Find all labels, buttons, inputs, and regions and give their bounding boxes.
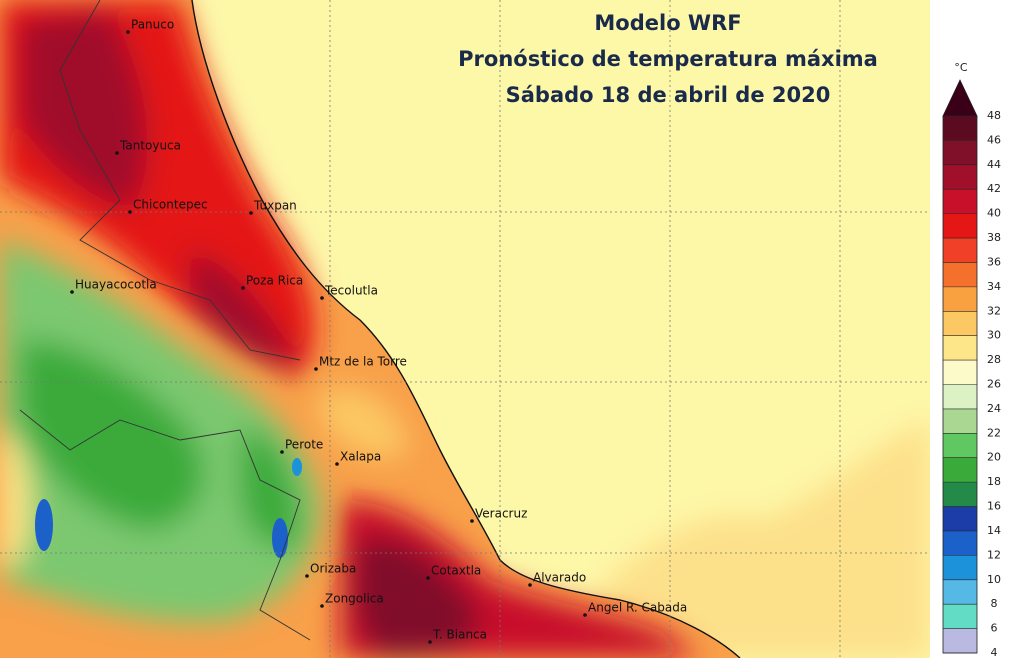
colorbar-tick-label: 26 (987, 378, 1001, 391)
colorbar-unit: °C (954, 61, 968, 74)
title-line: Sábado 18 de abril de 2020 (506, 83, 831, 107)
place-label: Perote (285, 438, 323, 452)
colorbar-tick-label: 12 (987, 548, 1001, 561)
colorbar-band (943, 311, 977, 336)
colorbar-band (943, 530, 977, 556)
colorbar-band (943, 189, 977, 214)
place-dot (583, 613, 587, 617)
colorbar-band (943, 262, 977, 287)
cold-spot (292, 458, 302, 476)
colorbar-tick-label: 20 (987, 451, 1001, 464)
place-dot (280, 450, 284, 454)
place-dot (335, 462, 339, 466)
place-dot (426, 576, 430, 580)
colorbar-band (943, 604, 977, 629)
colorbar-band (943, 457, 977, 483)
place-label: Veracruz (475, 507, 527, 521)
colorbar-band (943, 506, 977, 531)
colorbar-tick-label: 14 (987, 524, 1001, 537)
place-label: Tuxpan (253, 199, 297, 213)
place-dot (70, 290, 74, 294)
colorbar-band (943, 482, 977, 507)
colorbar-band (943, 238, 977, 263)
colorbar-tick-label: 40 (987, 207, 1001, 220)
coastline (191, 0, 741, 658)
offshore-warm (560, 420, 930, 658)
colorbar-band (943, 433, 977, 458)
colorbar-tick-label: 8 (991, 597, 998, 610)
state-borders (19, 0, 311, 641)
colorbar-tick-label: 44 (987, 158, 1001, 171)
colorbar-tick-label: 48 (987, 109, 1001, 122)
colorbar-tick-label: 28 (987, 353, 1001, 366)
place-label: T. Bianca (432, 628, 487, 642)
colorbar-tick-label: 32 (987, 304, 1001, 317)
place-dot (314, 367, 318, 371)
place-label: Huayacocotla (75, 278, 157, 292)
colorbar-tick-label: 16 (987, 500, 1001, 513)
colorbar-tick-label: 4 (991, 646, 998, 658)
place-label: Mtz de la Torre (319, 355, 407, 369)
colorbar-tick-label: 24 (987, 402, 1001, 415)
colorbar-tick-label: 46 (987, 133, 1001, 146)
graticule (0, 0, 930, 658)
place-dot (305, 574, 309, 578)
place-label: Angel R. Cabada (588, 601, 687, 615)
place-label: Cotaxtla (431, 564, 481, 578)
title-line: Pronóstico de temperatura máxima (458, 47, 878, 71)
place-dot (528, 583, 532, 587)
map: Panuco Tantoyuca Chicontepec Tuxpan Huayacoc… (0, 0, 930, 658)
place-dot (320, 604, 324, 608)
colorbar-tick-label: 10 (987, 573, 1001, 586)
place-dot (241, 286, 245, 290)
cold-spot (35, 499, 53, 551)
colorbar-tick-label: 18 (987, 475, 1001, 488)
place-label: Poza Rica (246, 274, 303, 288)
places: Panuco Tantoyuca Chicontepec Tuxpan Huayacoc… (70, 18, 687, 644)
place-dot (115, 151, 119, 155)
title-line: Modelo WRF (594, 11, 741, 35)
place-label: Chicontepec (133, 198, 208, 212)
colorbar-band (943, 408, 977, 434)
temperature-field (0, 0, 700, 658)
colorbar-band (943, 140, 977, 165)
colorbar-band (943, 579, 977, 605)
colorbar-tick-label: 38 (987, 231, 1001, 244)
place-label: Zongolica (325, 592, 384, 606)
colorbar-band (943, 628, 977, 653)
colorbar-band (943, 286, 977, 312)
place-dot (470, 519, 474, 523)
place-dot (126, 30, 130, 34)
colorbar-band (943, 555, 977, 580)
colorbar-tick-label: 6 (991, 622, 998, 635)
place-label: Panuco (131, 18, 174, 32)
colorbar-tick-label: 34 (987, 280, 1001, 293)
colorbar-band (943, 335, 977, 361)
place-label: Alvarado (533, 571, 586, 585)
colorbar-tick-label: 30 (987, 329, 1001, 342)
place-label: Orizaba (310, 562, 356, 576)
place-label: Tecolutla (324, 284, 378, 298)
colorbar-tick-label: 36 (987, 255, 1001, 268)
colorbar-band (943, 213, 977, 239)
place-label: Tantoyuca (119, 139, 181, 153)
place-dot (320, 296, 324, 300)
cold-spot (272, 518, 288, 558)
colorbar-band (943, 164, 977, 190)
place-dot (428, 640, 432, 644)
colorbar-band (943, 360, 977, 385)
colorbar-extension (942, 79, 978, 117)
place-label: Xalapa (340, 450, 381, 464)
colorbar-tick-label: 42 (987, 182, 1001, 195)
colorbar-band (943, 384, 977, 409)
colorbar-band (943, 116, 977, 141)
colorbar-tick-label: 22 (987, 426, 1001, 439)
place-dot (128, 210, 132, 214)
colorbar: °C 4681012141618202224262830323436384042… (942, 61, 1001, 659)
place-dot (249, 211, 253, 215)
